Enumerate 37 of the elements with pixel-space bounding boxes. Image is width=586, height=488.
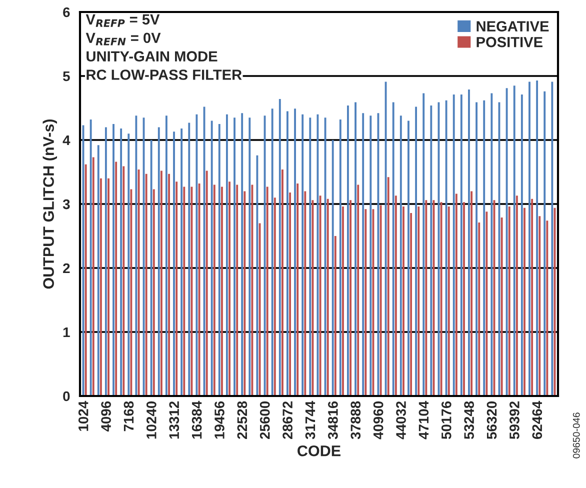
x-tick-label: 40960 [373,401,384,440]
legend-label: NEGATIVE [476,21,549,32]
y-tick-label: 4 [62,135,70,146]
y-tick-label: 6 [63,7,70,18]
x-tick-label: 31744 [305,400,316,440]
x-tick-label: 53248 [464,401,474,440]
x-tick-label: 4096 [101,401,111,432]
x-tick-label: 25600 [260,401,270,439]
y-tick-label: 2 [63,263,70,274]
x-tick-label: 62464 [532,400,542,439]
annotation: RC LOW-PASS FILTER [86,70,242,80]
x-tick-label: 44032 [396,401,406,440]
y-tick-label: 5 [62,71,70,82]
annotation: V$_{REFN}$ = 0V [86,32,161,46]
x-tick-label: 34816 [328,401,338,440]
x-tick-label: 28672 [282,401,292,439]
x-tick-label: 1024 [78,400,88,431]
y-tick-label: 1 [63,327,70,338]
annotation: UNITY-GAIN MODE [86,51,218,62]
x-tick-label: 56320 [486,401,497,440]
annotation: V$_{REFP}$ = 5V [86,14,160,27]
x-tick-label: 13312 [169,401,180,439]
text: 09650-046 [572,412,580,458]
x-tick-label: 50176 [441,401,452,440]
x-tick-label: 37888 [350,401,361,440]
x-tick-label: 19456 [214,401,224,439]
y-tick-label: 0 [63,391,70,402]
x-tick-label: 7168 [124,401,134,432]
y-tick-label: 3 [62,199,70,210]
x-tick-label: 10240 [146,401,156,439]
y-axis-title: OUTPUT GLITCH (nV-s) [42,119,57,289]
x-tick-label: 16384 [192,400,202,439]
x-tick-label: 22528 [237,401,248,439]
x-axis-title: CODE [298,445,340,456]
x-tick-label: 59392 [510,401,520,440]
legend-label: POSITIVE [476,36,542,48]
x-tick-label: 47104 [418,400,429,440]
